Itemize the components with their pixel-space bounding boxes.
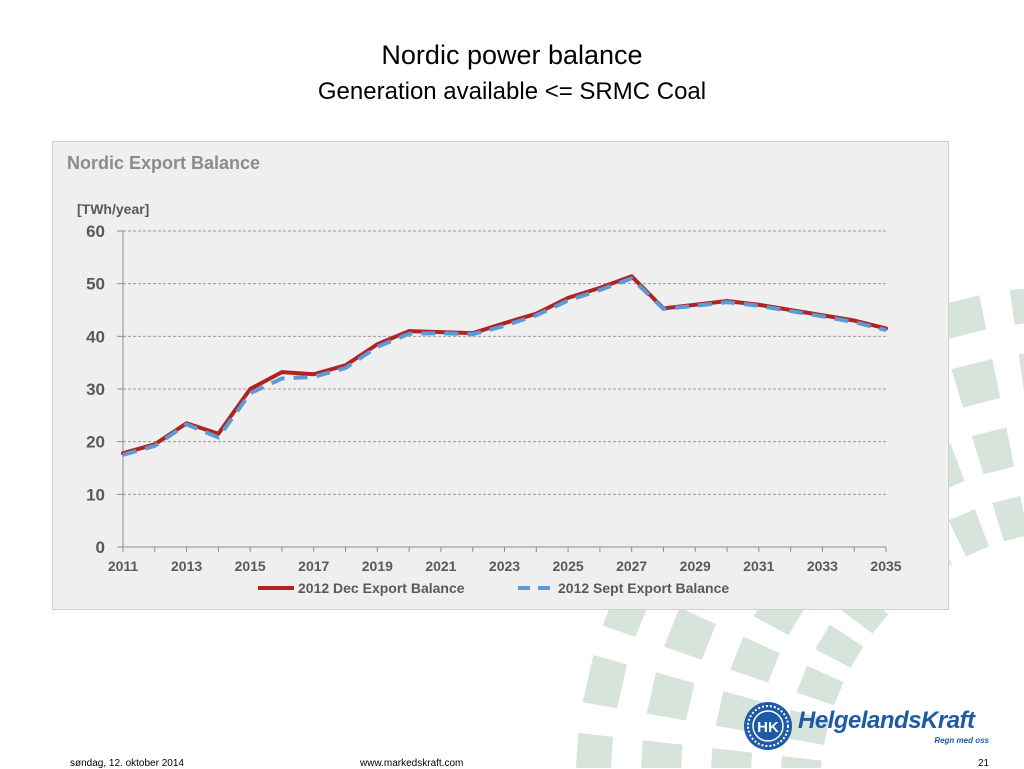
decoration-segment bbox=[575, 732, 614, 768]
decoration-segment bbox=[948, 508, 989, 557]
y-tick-label: 0 bbox=[96, 538, 105, 557]
x-tick-label: 2029 bbox=[680, 558, 711, 574]
x-tick-label: 2035 bbox=[870, 558, 901, 574]
footer-url: www.markedskraft.com bbox=[360, 758, 464, 769]
chart-title: Nordic Export Balance bbox=[67, 153, 260, 173]
x-tick-label: 2011 bbox=[108, 558, 139, 574]
legend-label-2: 2012 Sept Export Balance bbox=[558, 580, 729, 596]
decoration-segment bbox=[971, 427, 1015, 475]
decoration-segment bbox=[663, 607, 717, 660]
series-line-1 bbox=[121, 274, 888, 456]
logo-monogram: HK bbox=[757, 719, 779, 736]
y-tick-label: 30 bbox=[86, 380, 105, 399]
logo-name: HelgelandsKraft bbox=[798, 707, 975, 734]
logo-emblem-icon: HK bbox=[744, 702, 792, 750]
y-tick-label: 50 bbox=[86, 275, 105, 294]
y-tick-label: 40 bbox=[86, 327, 105, 346]
x-tick-label: 2017 bbox=[298, 558, 329, 574]
decoration-segment bbox=[582, 655, 628, 709]
x-tick-label: 2027 bbox=[616, 558, 647, 574]
x-tick-label: 2033 bbox=[807, 558, 838, 574]
y-tick-label: 60 bbox=[86, 222, 105, 241]
x-tick-label: 2031 bbox=[743, 558, 774, 574]
company-logo: HK HelgelandsKraft Regn med oss bbox=[742, 700, 997, 752]
decoration-segment bbox=[711, 748, 753, 768]
decoration-segment bbox=[1018, 353, 1024, 392]
page-number: 21 bbox=[978, 758, 990, 769]
decoration-segment bbox=[992, 496, 1024, 542]
footer-date: søndag, 12. oktober 2014 bbox=[70, 758, 184, 769]
decoration-segment bbox=[781, 756, 822, 768]
slide-subtitle: Generation available <= SRMC Coal bbox=[317, 78, 707, 105]
x-tick-label: 2013 bbox=[171, 558, 202, 574]
decoration-segment bbox=[641, 740, 683, 768]
decoration-segment bbox=[730, 636, 780, 683]
decoration-segment bbox=[784, 709, 830, 745]
chart-panel: Nordic Export Balance [TWh/year] 0 10 20 30 40… bbox=[52, 141, 949, 610]
slide-title: Nordic power balance bbox=[381, 40, 643, 70]
decoration-segment bbox=[646, 672, 695, 721]
decoration-segment bbox=[951, 358, 1001, 408]
logo-tagline: Regn med oss bbox=[934, 736, 989, 745]
x-tick-label: 2015 bbox=[235, 558, 266, 574]
y-axis-label: [TWh/year] bbox=[77, 201, 149, 217]
decoration-segment bbox=[815, 624, 864, 668]
y-tick-label: 20 bbox=[86, 433, 105, 452]
decoration-segment bbox=[796, 665, 844, 706]
line-chart: Nordic Export Balance [TWh/year] 0 10 20 30 40… bbox=[67, 153, 902, 596]
x-tick-label: 2021 bbox=[425, 558, 456, 574]
legend-label-1: 2012 Dec Export Balance bbox=[298, 580, 465, 596]
x-tick-label: 2025 bbox=[553, 558, 584, 574]
y-tick-label: 10 bbox=[86, 485, 105, 504]
decoration-segment bbox=[1009, 288, 1024, 325]
x-tick-label: 2023 bbox=[489, 558, 520, 574]
x-tick-label: 2019 bbox=[362, 558, 393, 574]
